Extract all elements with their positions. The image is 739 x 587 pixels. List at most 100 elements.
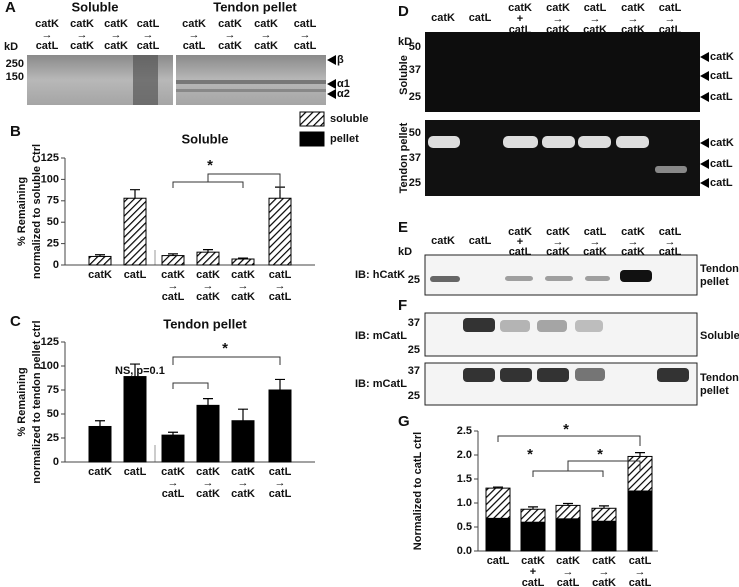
panel-label: E	[398, 219, 408, 236]
x-tick-label: catL	[124, 269, 147, 281]
x-tick-label: catK → catL	[161, 269, 185, 303]
x-tick-label: catK	[88, 466, 112, 478]
error-bar	[275, 378, 285, 390]
gel-band	[176, 89, 326, 92]
annotation: *	[527, 446, 533, 463]
x-tick-label: catK → catL	[161, 466, 185, 500]
y-tick-label: 0	[53, 456, 59, 468]
significance-bracket	[497, 435, 641, 446]
arrowhead	[700, 71, 709, 81]
lane-label: catL → catL	[659, 226, 682, 258]
error-bar	[95, 254, 105, 257]
legend-swatch	[299, 131, 325, 147]
band-label: catL	[710, 158, 733, 170]
significance-bracket	[532, 470, 604, 477]
y-tick-label: 75	[47, 384, 59, 396]
error-bar	[130, 363, 140, 377]
lane-label: catL	[469, 12, 492, 24]
bar	[123, 197, 147, 266]
blot-bands	[463, 318, 689, 382]
arrowhead	[327, 55, 336, 65]
band-label: α1	[337, 78, 350, 90]
lane-label: catK → catK	[621, 2, 645, 36]
marker-label: 250	[6, 58, 24, 70]
antibody-label: IB: mCatL	[355, 378, 407, 390]
bar	[268, 389, 292, 463]
y-tick-label: 0.0	[457, 545, 472, 557]
antibody-label: IB: hCatK	[355, 269, 405, 281]
gel-group-label: Tendon pellet	[213, 0, 297, 14]
arrowhead	[327, 79, 336, 89]
y-tick-label: 75	[47, 195, 59, 207]
error-bar	[238, 257, 248, 260]
annotation: *	[222, 340, 228, 357]
x-tick-label: catK → catK	[196, 466, 220, 500]
y-axis-label: Normalized to catL ctrl	[412, 432, 424, 550]
arrowhead	[700, 159, 709, 169]
y-tick-label: 1.0	[457, 497, 472, 509]
marker-label: 25	[408, 274, 420, 286]
error-bar	[130, 189, 140, 199]
band-label: β	[337, 54, 344, 66]
arrowhead	[700, 92, 709, 102]
lane-label: catK → catK	[218, 18, 242, 52]
bar	[555, 518, 581, 552]
error-bar	[203, 398, 213, 406]
lane-label: catL → catK	[583, 226, 607, 258]
error-bar	[635, 452, 645, 457]
y-tick-label: 1.5	[457, 473, 472, 485]
fraction-label: Tendon pellet	[700, 263, 739, 288]
bar	[627, 490, 653, 552]
lane-label: catK → catK	[546, 226, 570, 258]
x-tick-label: catL	[487, 555, 510, 567]
kd-label: kD	[4, 41, 18, 53]
error-bar	[168, 253, 178, 256]
bar	[591, 507, 617, 522]
gel-lane	[133, 55, 158, 105]
lane-label: catK → catK	[104, 18, 128, 52]
lane-label: catL	[469, 235, 492, 247]
blot-bands	[430, 270, 652, 282]
bar	[161, 255, 185, 266]
y-tick-label: 125	[41, 336, 59, 348]
lane-label: catK → catK	[70, 18, 94, 52]
panel-label: C	[10, 313, 21, 330]
marker-label: 150	[6, 71, 24, 83]
kd-label: kD	[398, 36, 412, 48]
panel-label: A	[5, 0, 16, 16]
error-bar	[528, 506, 538, 510]
lane-label: catK → catL	[182, 18, 206, 52]
bar	[88, 255, 112, 266]
y-tick-label: 2.0	[457, 449, 472, 461]
arrowhead	[700, 52, 709, 62]
chart-title: Soluble	[182, 131, 229, 146]
gel-bands	[428, 136, 687, 173]
lane-label: catL → catL	[137, 18, 160, 52]
annotation: *	[597, 446, 603, 463]
y-tick-label: 50	[47, 216, 59, 228]
y-tick-label: 25	[47, 238, 59, 250]
y-tick-label: 125	[41, 152, 59, 164]
lane-label: catL → catL	[659, 2, 682, 36]
marker-label: 50	[409, 41, 421, 53]
marker-label: 37	[408, 365, 420, 377]
lane-label: catK → catL	[35, 18, 59, 52]
y-axis-label: % Remaining	[16, 177, 28, 246]
panel-label: F	[398, 297, 407, 314]
marker-label: 25	[408, 390, 420, 402]
x-tick-label: catK → catK	[196, 269, 220, 303]
y-axis-label: % Remaining	[16, 367, 28, 436]
bar	[485, 487, 511, 519]
chart-title: Tendon pellet	[163, 316, 247, 331]
arrowhead	[327, 89, 336, 99]
x-tick-label: catK + catL	[521, 555, 545, 587]
bar	[555, 504, 581, 520]
arrowhead	[700, 138, 709, 148]
y-tick-label: 0.5	[457, 521, 472, 533]
lane-label: catK	[431, 235, 455, 247]
y-tick-label: 0	[53, 259, 59, 271]
fraction-label: Tendon pellet	[700, 372, 739, 397]
y-tick-label: 25	[47, 432, 59, 444]
x-tick-label: catK → catL	[556, 555, 580, 587]
